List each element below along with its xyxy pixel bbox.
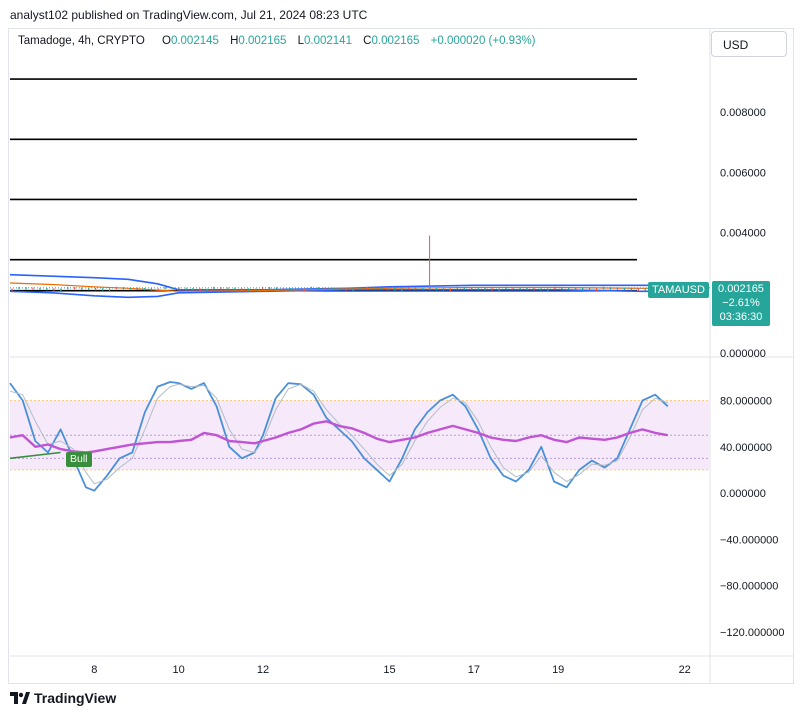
tradingview-footer[interactable]: TradingView (10, 690, 116, 706)
time-axis-tick-2: 12 (257, 664, 269, 676)
footer-brand: TradingView (34, 690, 117, 706)
oscillator-series-2 (9, 420, 669, 454)
oscillator-axis-tick-0: 80.000000 (720, 395, 772, 407)
close-label: C (363, 35, 372, 47)
currency-button[interactable]: USD (711, 31, 787, 57)
close-value: 0.002165 (371, 35, 420, 47)
tradingview-logo-icon (10, 692, 30, 704)
bull-signal-tag: Bull (66, 452, 92, 467)
low-label: L (297, 35, 304, 47)
oscillator-axis-tick-5: −120.000000 (720, 627, 785, 639)
price-band-0 (9, 273, 685, 291)
open-label: O (161, 35, 171, 47)
price-band-1 (9, 289, 685, 299)
last-price: 0.002165 (718, 283, 764, 295)
price-axis-tick-4: 0.000000 (720, 348, 766, 360)
oscillator-axis-tick-4: −80.000000 (720, 581, 778, 593)
symbol-legend: Tamadoge, 4h, CRYPTO O0.002145 H0.002165… (18, 35, 544, 47)
oscillator-series-1 (9, 383, 668, 485)
price-midline (9, 282, 685, 292)
time-axis-tick-0: 8 (91, 664, 97, 676)
high-value: 0.002165 (238, 35, 287, 47)
oscillator-axis-tick-3: −40.000000 (720, 534, 778, 546)
open-value: 0.002145 (170, 35, 219, 47)
change-percent: −2.61% (722, 297, 760, 309)
time-axis-tick-3: 15 (383, 664, 395, 676)
price-axis-tick-0: 0.008000 (720, 107, 766, 119)
change-value: +0.000020 (+0.93%) (430, 35, 536, 47)
ticker-tag: TAMAUSD (648, 282, 709, 298)
last-price-box: 0.002165 −2.61% 03:36:30 (712, 281, 770, 326)
chart-frame (8, 28, 794, 684)
time-axis-tick-6: 22 (679, 664, 691, 676)
time-axis-tick-5: 19 (552, 664, 564, 676)
symbol-name[interactable]: Tamadoge, 4h, CRYPTO (18, 35, 145, 47)
oscillator-series-3 (9, 451, 61, 460)
bar-countdown: 03:36:30 (719, 311, 763, 323)
publish-line: analyst102 published on TradingView.com,… (10, 8, 368, 22)
high-label: H (230, 35, 239, 47)
oscillator-axis-tick-2: 0.000000 (720, 488, 766, 500)
price-axis-tick-1: 0.006000 (720, 167, 766, 179)
time-axis-tick-4: 17 (468, 664, 480, 676)
price-axis-tick-2: 0.004000 (720, 228, 766, 240)
low-value: 0.002141 (304, 35, 352, 47)
time-axis-tick-1: 10 (173, 664, 185, 676)
oscillator-axis-tick-1: 40.000000 (720, 442, 772, 454)
